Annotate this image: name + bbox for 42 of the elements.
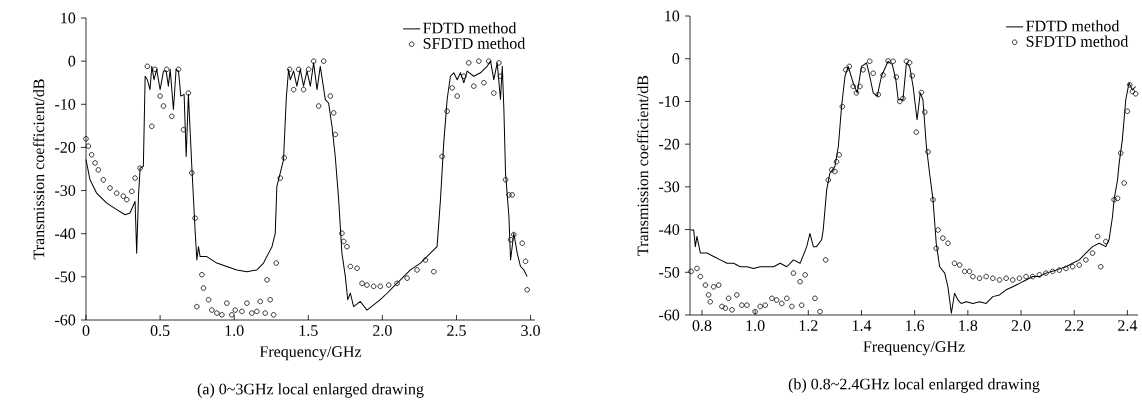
y-tick-label: -40 [659, 224, 680, 235]
y-axis-title: Transmission coefficient/dB [636, 75, 649, 256]
y-tick-label: -60 [55, 314, 76, 326]
y-tick-label: -30 [659, 181, 680, 193]
text: (b) 0.8~2.4GHz local enlarged drawing [788, 378, 1040, 393]
legend-label: FDTD method [423, 22, 517, 34]
x-tick-label: 0 [82, 325, 90, 336]
y-tick-label: -30 [55, 185, 76, 196]
y-tick-label: 10 [665, 10, 680, 22]
y-tick-label: 10 [61, 12, 76, 24]
legend-label: FDTD method [1026, 20, 1120, 32]
y-tick-label: -10 [55, 98, 76, 110]
x-tick-label: 2.0 [1011, 320, 1031, 332]
x-tick-label: 1.0 [225, 325, 244, 337]
y-tick-label: -60 [659, 309, 680, 321]
x-tick-label: 1.8 [959, 320, 978, 332]
x-axis-title: Frequency/GHz [259, 346, 362, 361]
legend-label: SFDTD method [423, 37, 526, 49]
y-tick-label: -10 [659, 96, 680, 107]
x-tick-label: 1.4 [852, 320, 872, 331]
x-tick-label: 2.2 [1064, 320, 1084, 332]
y-tick-label: -50 [659, 266, 680, 278]
x-tick-label: 0.5 [150, 325, 170, 337]
x-tick-label: 2.0 [373, 325, 392, 337]
x-axis-title: Frequency/GHz [863, 341, 965, 356]
y-tick-label: 0 [68, 55, 76, 67]
text: (a) 0~3GHz local enlarged drawing [197, 383, 424, 398]
y-tick-label: -40 [55, 228, 76, 240]
y-tick-label: -20 [659, 138, 680, 150]
y-tick-label: -20 [55, 142, 76, 153]
legend-label: SFDTD method [1026, 35, 1129, 47]
x-tick-label: 1.6 [906, 320, 925, 332]
y-tick-label: 0 [672, 53, 680, 65]
x-tick-label: 2.4 [1118, 320, 1138, 332]
x-tick-label: 3.0 [521, 325, 540, 337]
x-tick-label: 1.0 [746, 320, 765, 332]
x-tick-label: 0.8 [692, 320, 712, 332]
x-tick-label: 2.5 [447, 325, 466, 337]
y-axis-title: Transmission coefficient/dB [32, 79, 45, 260]
x-tick-label: 1.2 [799, 320, 818, 332]
x-tick-label: 1.5 [299, 325, 318, 336]
y-tick-label: -50 [55, 271, 76, 283]
